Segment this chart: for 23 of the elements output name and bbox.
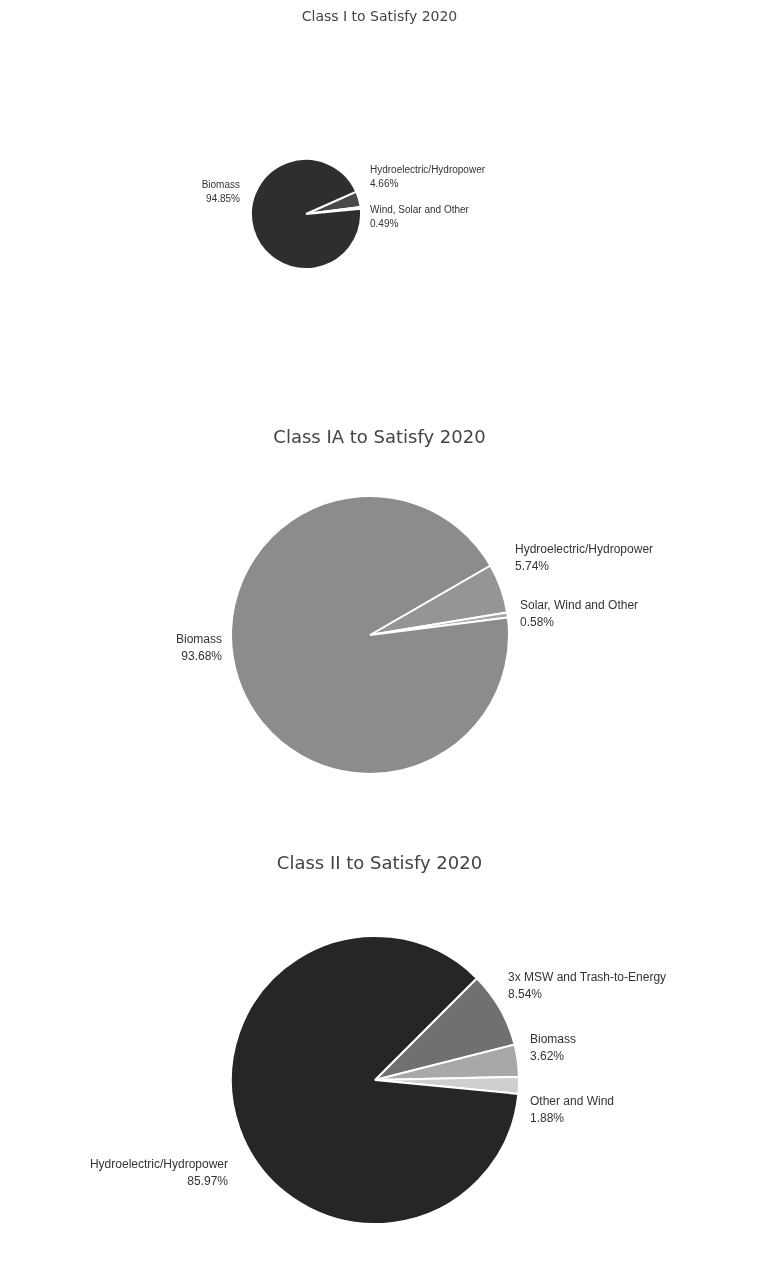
data-label: 4.66% (370, 177, 399, 189)
data-label: 93.68% (181, 649, 223, 664)
chart-title: Class II to Satisfy 2020 (275, 852, 484, 873)
chart-title: Class IA to Satisfy 2020 (272, 426, 487, 447)
data-label: 0.58% (520, 615, 555, 630)
slice-label: Biomass (530, 1032, 577, 1047)
slice-label: 3x MSW and Trash-to-Energy (508, 970, 667, 985)
slice-label: Hydroelectric/Hydropower (89, 1157, 228, 1172)
slice-label: Hydroelectric/Hydropower (515, 542, 654, 557)
slice-label: Solar, Wind and Other (520, 598, 639, 613)
data-label: 3.62% (530, 1049, 565, 1064)
chart-title: Class I to Satisfy 2020 (300, 8, 459, 24)
data-label: 0.49% (370, 217, 399, 229)
data-label: 94.85% (206, 192, 241, 204)
data-label: 85.97% (187, 1174, 229, 1189)
slice-label: Other and Wind (530, 1094, 615, 1109)
slice-label: Hydroelectric/Hydropower (370, 163, 486, 175)
data-label: 5.74% (515, 559, 550, 574)
data-label: 8.54% (508, 987, 543, 1002)
slice-label: Wind, Solar and Other (370, 203, 470, 215)
data-label: 1.88% (530, 1111, 565, 1126)
slice-label: Biomass (201, 178, 240, 190)
slice-label: Biomass (175, 632, 222, 647)
